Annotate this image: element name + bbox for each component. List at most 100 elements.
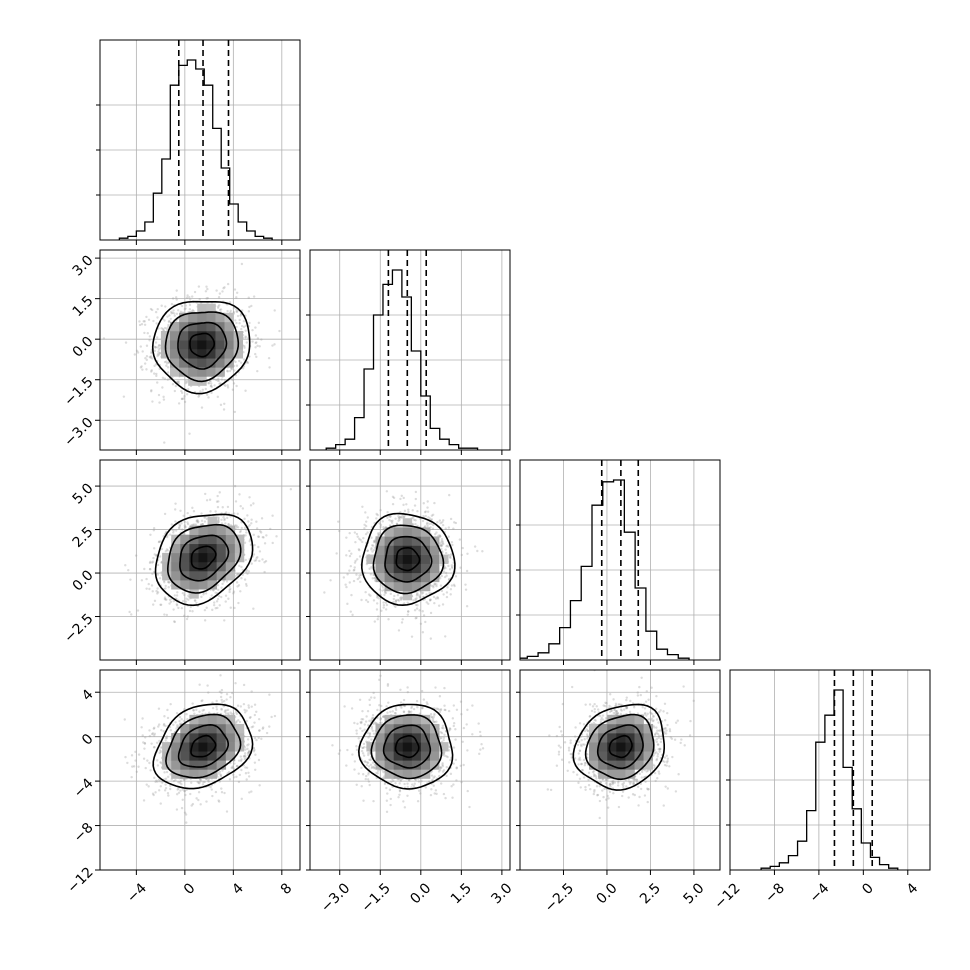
density-cell [171, 742, 181, 752]
contour-line [384, 535, 433, 583]
scatter-point [440, 731, 444, 735]
scatter-point [351, 613, 354, 617]
scatter-point [431, 527, 435, 530]
density-cell [162, 552, 172, 563]
scatter-point [640, 776, 644, 779]
scatter-point [165, 327, 169, 330]
scatter-point [193, 599, 197, 602]
scatter-point [147, 785, 150, 788]
scatter-point [615, 710, 618, 713]
scatter-point [632, 782, 635, 785]
scatter-point [625, 785, 628, 788]
scatter-point [366, 731, 369, 735]
scatter-point [434, 597, 438, 600]
scatter-point [629, 699, 632, 703]
scatter-point [655, 751, 658, 754]
scatter-point [178, 526, 181, 529]
x-tick-label: 4 [904, 880, 922, 898]
scatter-point [592, 769, 596, 773]
scatter-point [244, 389, 247, 392]
density-cell [393, 769, 404, 779]
scatter-point [153, 776, 156, 780]
scatter-point [271, 514, 274, 517]
scatter-point [159, 750, 163, 753]
scatter-point [177, 402, 181, 405]
scatter-point [220, 522, 224, 525]
scatter-point [584, 785, 587, 789]
scatter-point [157, 350, 160, 353]
scatter-point [427, 780, 431, 783]
scatter-point [226, 708, 230, 712]
x-tick-label: −4 [807, 880, 833, 906]
scatter-point [173, 594, 176, 597]
scatter-point [200, 519, 204, 522]
density-cell [207, 561, 217, 572]
scatter-point [365, 520, 368, 523]
scatter-point [355, 573, 358, 576]
scatter-point [235, 581, 239, 584]
scatter-point [418, 712, 422, 715]
scatter-point [377, 533, 381, 537]
x-tick-label: 1.5 [448, 880, 475, 907]
scatter-point [102, 337, 106, 340]
scatter-point [359, 721, 362, 724]
scatter-point [372, 765, 376, 769]
density-cell [206, 349, 216, 359]
scatter-point [407, 610, 410, 613]
scatter-point [376, 772, 379, 775]
density-cell [171, 751, 181, 761]
scatter-point [632, 781, 635, 784]
scatter-point [417, 789, 421, 792]
scatter-point [664, 785, 667, 788]
scatter-point [584, 788, 587, 791]
scatter-point [651, 719, 655, 723]
scatter-point [223, 517, 226, 521]
scatter-point [433, 712, 436, 716]
scatter-point [244, 766, 247, 769]
scatter-point [388, 524, 392, 527]
scatter-point [159, 603, 162, 606]
scatter-point [683, 744, 686, 747]
scatter-point [375, 512, 378, 516]
scatter-point [167, 586, 170, 589]
scatter-point [417, 594, 421, 597]
scatter-point [406, 782, 409, 785]
scatter-point [635, 780, 639, 784]
density-cell [643, 723, 653, 734]
scatter-point [603, 787, 606, 791]
scatter-point [459, 566, 462, 569]
scatter-point [163, 377, 167, 380]
scatter-point [159, 347, 162, 350]
scatter-point [130, 775, 133, 779]
scatter-point [220, 688, 224, 692]
scatter-point [247, 520, 250, 523]
density-cell [411, 751, 422, 761]
scatter-point [183, 811, 187, 814]
scatter-point [145, 358, 149, 362]
scatter-point [145, 587, 148, 590]
scatter-point [265, 731, 269, 735]
scatter-point [226, 369, 229, 373]
scatter-point [663, 727, 667, 730]
scatter-point [399, 778, 402, 781]
scatter-point [622, 784, 625, 787]
scatter-point [170, 312, 173, 315]
scatter-point [189, 298, 192, 301]
scatter-point [653, 752, 657, 755]
scatter-point [218, 382, 221, 385]
density-cell [197, 312, 207, 323]
scatter-point [245, 569, 249, 572]
scatter-point [617, 805, 621, 809]
density-cell [179, 330, 189, 341]
scatter-point [259, 530, 262, 533]
scatter-point [414, 599, 417, 602]
scatter-point [616, 712, 619, 715]
scatter-point [256, 344, 259, 348]
scatter-point [389, 515, 392, 518]
scatter-point [373, 539, 376, 543]
scatter-point [659, 747, 662, 751]
scatter-point [355, 783, 358, 786]
scatter-point [140, 322, 144, 326]
scatter-point [560, 758, 564, 761]
